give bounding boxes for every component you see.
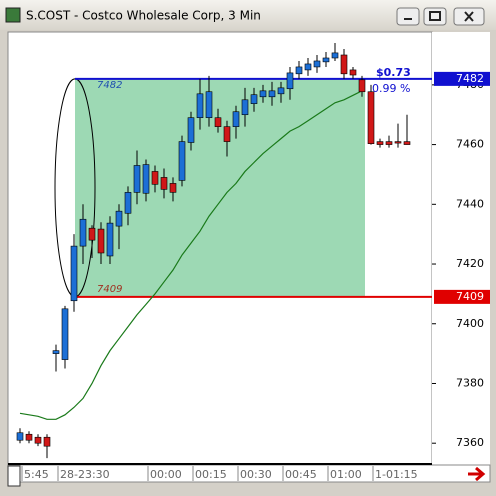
candle-body (223, 126, 231, 142)
candle-body (79, 218, 87, 247)
candle-body (16, 432, 24, 441)
candle-body (160, 177, 168, 190)
y-tick-label: 7440 (456, 197, 484, 210)
level-axis-box (434, 71, 490, 86)
level-axis-label: 7409 (456, 290, 484, 303)
candle-body (25, 433, 33, 441)
y-tick-label: 7460 (456, 138, 484, 151)
candle-body (250, 94, 258, 104)
candle-body (277, 87, 285, 95)
candle-body (97, 228, 105, 254)
candle-body (34, 436, 42, 444)
candle-body (88, 227, 96, 241)
y-tick-label: 7420 (456, 257, 484, 270)
candle-body (232, 111, 240, 127)
app-icon (5, 7, 21, 23)
candle-body (331, 52, 339, 59)
x-tick-label: 00:30 (240, 468, 272, 481)
candle-body (295, 66, 303, 75)
level-axis-box (434, 289, 490, 304)
candle-body (394, 141, 402, 144)
x-tick-label: 01:00 (330, 468, 362, 481)
candle-body (106, 222, 114, 257)
scroll-arrow[interactable] (468, 466, 486, 482)
candle-body (313, 60, 321, 68)
candle-body (385, 141, 393, 145)
candle-body (61, 308, 69, 360)
minimize-button[interactable] (396, 7, 420, 26)
candle-body (358, 79, 366, 93)
x-tick-label: 00:00 (150, 468, 182, 481)
change-label: $0.73 (376, 66, 411, 79)
y-tick-label: 7360 (456, 436, 484, 449)
window-buttons[interactable] (396, 7, 485, 26)
candle-body (322, 57, 330, 63)
y-tick-label: 7380 (456, 376, 484, 389)
candle-body (43, 436, 51, 447)
candle-body (241, 99, 249, 116)
change-pct-label: 0.99 % (372, 82, 410, 95)
candle-body (52, 350, 60, 354)
moving-average (19, 90, 363, 420)
level-label: 7482 (97, 80, 122, 91)
x-tick-label: 5:45 (24, 468, 49, 481)
candle-body (286, 72, 294, 90)
x-tick-label: 28-23:30 (60, 468, 110, 481)
candle-body (268, 90, 276, 98)
candle-body (214, 117, 222, 127)
candle-body (151, 171, 159, 185)
x-tick-label: 00:15 (195, 468, 227, 481)
candle-body (205, 91, 213, 119)
candle-body (376, 141, 384, 145)
candle-body (349, 69, 357, 76)
candle-body (178, 141, 186, 181)
x-tick-label: 00:45 (285, 468, 317, 481)
level-label: 7409 (97, 284, 122, 295)
candle-body (124, 192, 132, 214)
candle-body (304, 63, 312, 71)
x-tick-label: 1-01:15 (375, 468, 418, 481)
window-title: S.COST - Costco Wholesale Corp, 3 Min (26, 9, 261, 23)
candle-body (169, 183, 177, 193)
y-axis-area (432, 32, 490, 465)
candle-body (403, 141, 411, 145)
candle-body (196, 93, 204, 119)
candle-body (115, 210, 123, 227)
candle-body (187, 117, 195, 143)
y-tick-label: 7400 (456, 317, 484, 330)
maximize-button[interactable] (423, 7, 447, 26)
candle-body (142, 164, 150, 194)
candle-body (340, 54, 348, 75)
level-axis-label: 7482 (456, 72, 484, 85)
candle-body (367, 91, 375, 144)
scroll-box[interactable] (7, 465, 21, 487)
candle-body (70, 245, 78, 302)
candle-body (133, 165, 141, 193)
candle-body (259, 90, 267, 98)
